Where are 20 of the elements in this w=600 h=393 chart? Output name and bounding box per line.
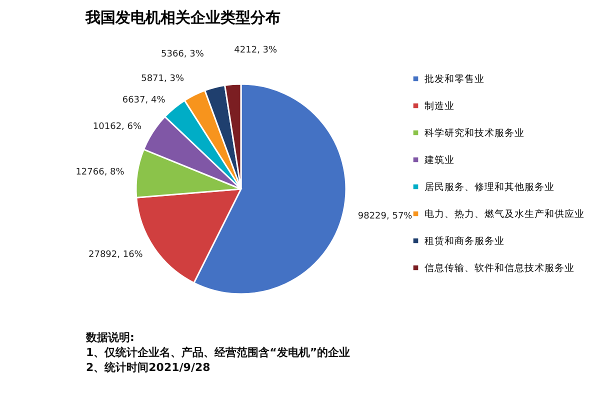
legend-label: 电力、热力、燃气及水生产和供应业 <box>424 208 584 220</box>
data-label: 5871, 3% <box>141 74 184 84</box>
legend-label: 批发和零售业 <box>424 72 484 85</box>
legend-label: 制造业 <box>424 100 454 112</box>
data-label: 6637, 4% <box>122 95 166 106</box>
legend-label: 居民服务、修理和其他服务业 <box>424 180 554 193</box>
data-label: 4212, 3% <box>234 45 278 56</box>
legend-label: 租赁和商务服务业 <box>424 234 504 247</box>
legend-label: 信息传输、软件和信息技术服务业 <box>424 262 574 274</box>
legend-label: 建筑业 <box>424 154 454 166</box>
text: 数据说明: <box>86 330 136 345</box>
text: 1、仅统计企业名、产品、经营范围含“发电机”的企业 <box>86 345 350 360</box>
data-label: 98229, 57% <box>358 212 413 222</box>
chart-title: 我国发电机相关企业类型分布 <box>84 8 281 26</box>
data-label: 10162, 6% <box>92 122 142 132</box>
legend-label: 科学研究和技术服务业 <box>424 126 524 139</box>
text: 2、统计时间2021/9/28 <box>86 360 212 375</box>
data-label: 12766, 8% <box>76 167 125 178</box>
data-label: 27892, 16% <box>88 250 144 260</box>
data-label: 5366, 3% <box>161 49 204 60</box>
